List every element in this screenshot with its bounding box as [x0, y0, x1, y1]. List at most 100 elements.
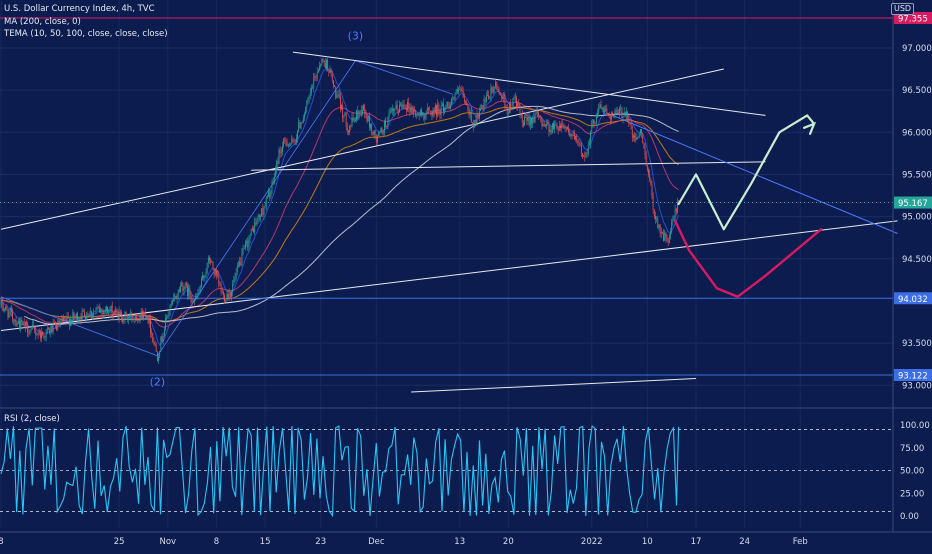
candle — [195, 296, 196, 300]
candle — [305, 108, 307, 115]
candle — [170, 303, 172, 305]
candle — [499, 93, 501, 96]
level-tag: 93.122 — [898, 372, 928, 382]
candle — [334, 85, 335, 87]
candle — [102, 310, 104, 314]
candle — [181, 283, 183, 287]
rsi-y-tick-label: 25.00 — [900, 489, 924, 499]
candle — [453, 97, 455, 99]
candle — [416, 115, 418, 117]
currency-badge[interactable]: USD — [891, 3, 915, 15]
candle — [321, 58, 323, 64]
trendline — [251, 161, 766, 171]
candle — [309, 92, 311, 96]
candle — [202, 275, 203, 279]
candle — [1, 299, 3, 308]
candle — [660, 231, 662, 234]
candle — [63, 316, 64, 322]
candle — [456, 89, 458, 92]
candle — [114, 313, 115, 315]
candle — [38, 331, 40, 335]
candle — [535, 110, 537, 115]
candle — [140, 310, 142, 316]
candle — [633, 135, 634, 138]
candle — [226, 294, 228, 301]
candle — [491, 86, 493, 93]
candle — [110, 305, 112, 311]
candle — [261, 208, 263, 216]
candle — [167, 315, 169, 318]
candle — [249, 235, 251, 239]
level-tag: 97.355 — [898, 15, 928, 25]
candle — [95, 309, 97, 311]
candle — [616, 110, 618, 113]
candle — [251, 228, 253, 230]
candle — [525, 116, 527, 118]
candle — [649, 174, 651, 180]
candle — [78, 319, 80, 321]
candle — [70, 319, 71, 326]
candle — [631, 129, 633, 138]
candle — [674, 208, 676, 218]
rsi-legend[interactable]: RSI (2, close) — [4, 414, 60, 424]
candle — [644, 147, 646, 156]
candle — [308, 95, 310, 99]
candle — [575, 135, 576, 140]
candle — [458, 89, 459, 92]
candle — [119, 311, 121, 313]
candle — [629, 122, 631, 124]
candle — [646, 165, 648, 170]
candle — [190, 295, 192, 300]
candle — [675, 208, 677, 213]
candle — [151, 332, 152, 334]
candle — [262, 208, 264, 215]
candle — [61, 319, 63, 322]
candle — [439, 111, 441, 115]
candle — [89, 310, 91, 317]
candle — [295, 138, 297, 142]
candle — [344, 112, 346, 116]
y-tick-label: 96.500 — [902, 86, 932, 96]
candle — [355, 120, 356, 121]
x-tick-label: Dec — [368, 537, 385, 547]
candle — [21, 320, 23, 325]
candle — [48, 328, 49, 330]
candle — [301, 122, 303, 124]
candle — [22, 322, 24, 325]
candle — [612, 112, 613, 117]
candle — [138, 319, 140, 322]
candle — [206, 262, 208, 273]
candle — [79, 317, 81, 320]
candle — [66, 316, 68, 321]
candle — [145, 312, 147, 320]
candle — [542, 123, 544, 126]
candle — [17, 321, 19, 324]
candle — [265, 198, 267, 207]
candle — [611, 112, 612, 120]
candle — [184, 283, 186, 289]
x-tick-label: 8 — [0, 537, 4, 547]
candle — [576, 135, 578, 141]
candle — [180, 286, 181, 292]
candle — [53, 322, 55, 324]
candle — [285, 140, 287, 143]
candle — [372, 131, 374, 135]
candle — [147, 315, 149, 324]
candle — [582, 152, 583, 157]
candle — [580, 145, 582, 153]
candle — [468, 107, 470, 115]
candle — [51, 325, 53, 332]
legend-ma[interactable]: MA (200, close, 0) — [4, 16, 81, 27]
candle — [550, 129, 552, 133]
candle — [474, 119, 476, 127]
candle — [42, 332, 44, 335]
legend-tema[interactable]: TEMA (10, 50, 100, close, close, close) — [4, 29, 168, 39]
candle — [15, 320, 17, 326]
candle — [0, 299, 2, 306]
candle — [362, 110, 363, 114]
candle — [586, 152, 588, 154]
candle — [155, 344, 157, 352]
candle — [232, 283, 234, 292]
